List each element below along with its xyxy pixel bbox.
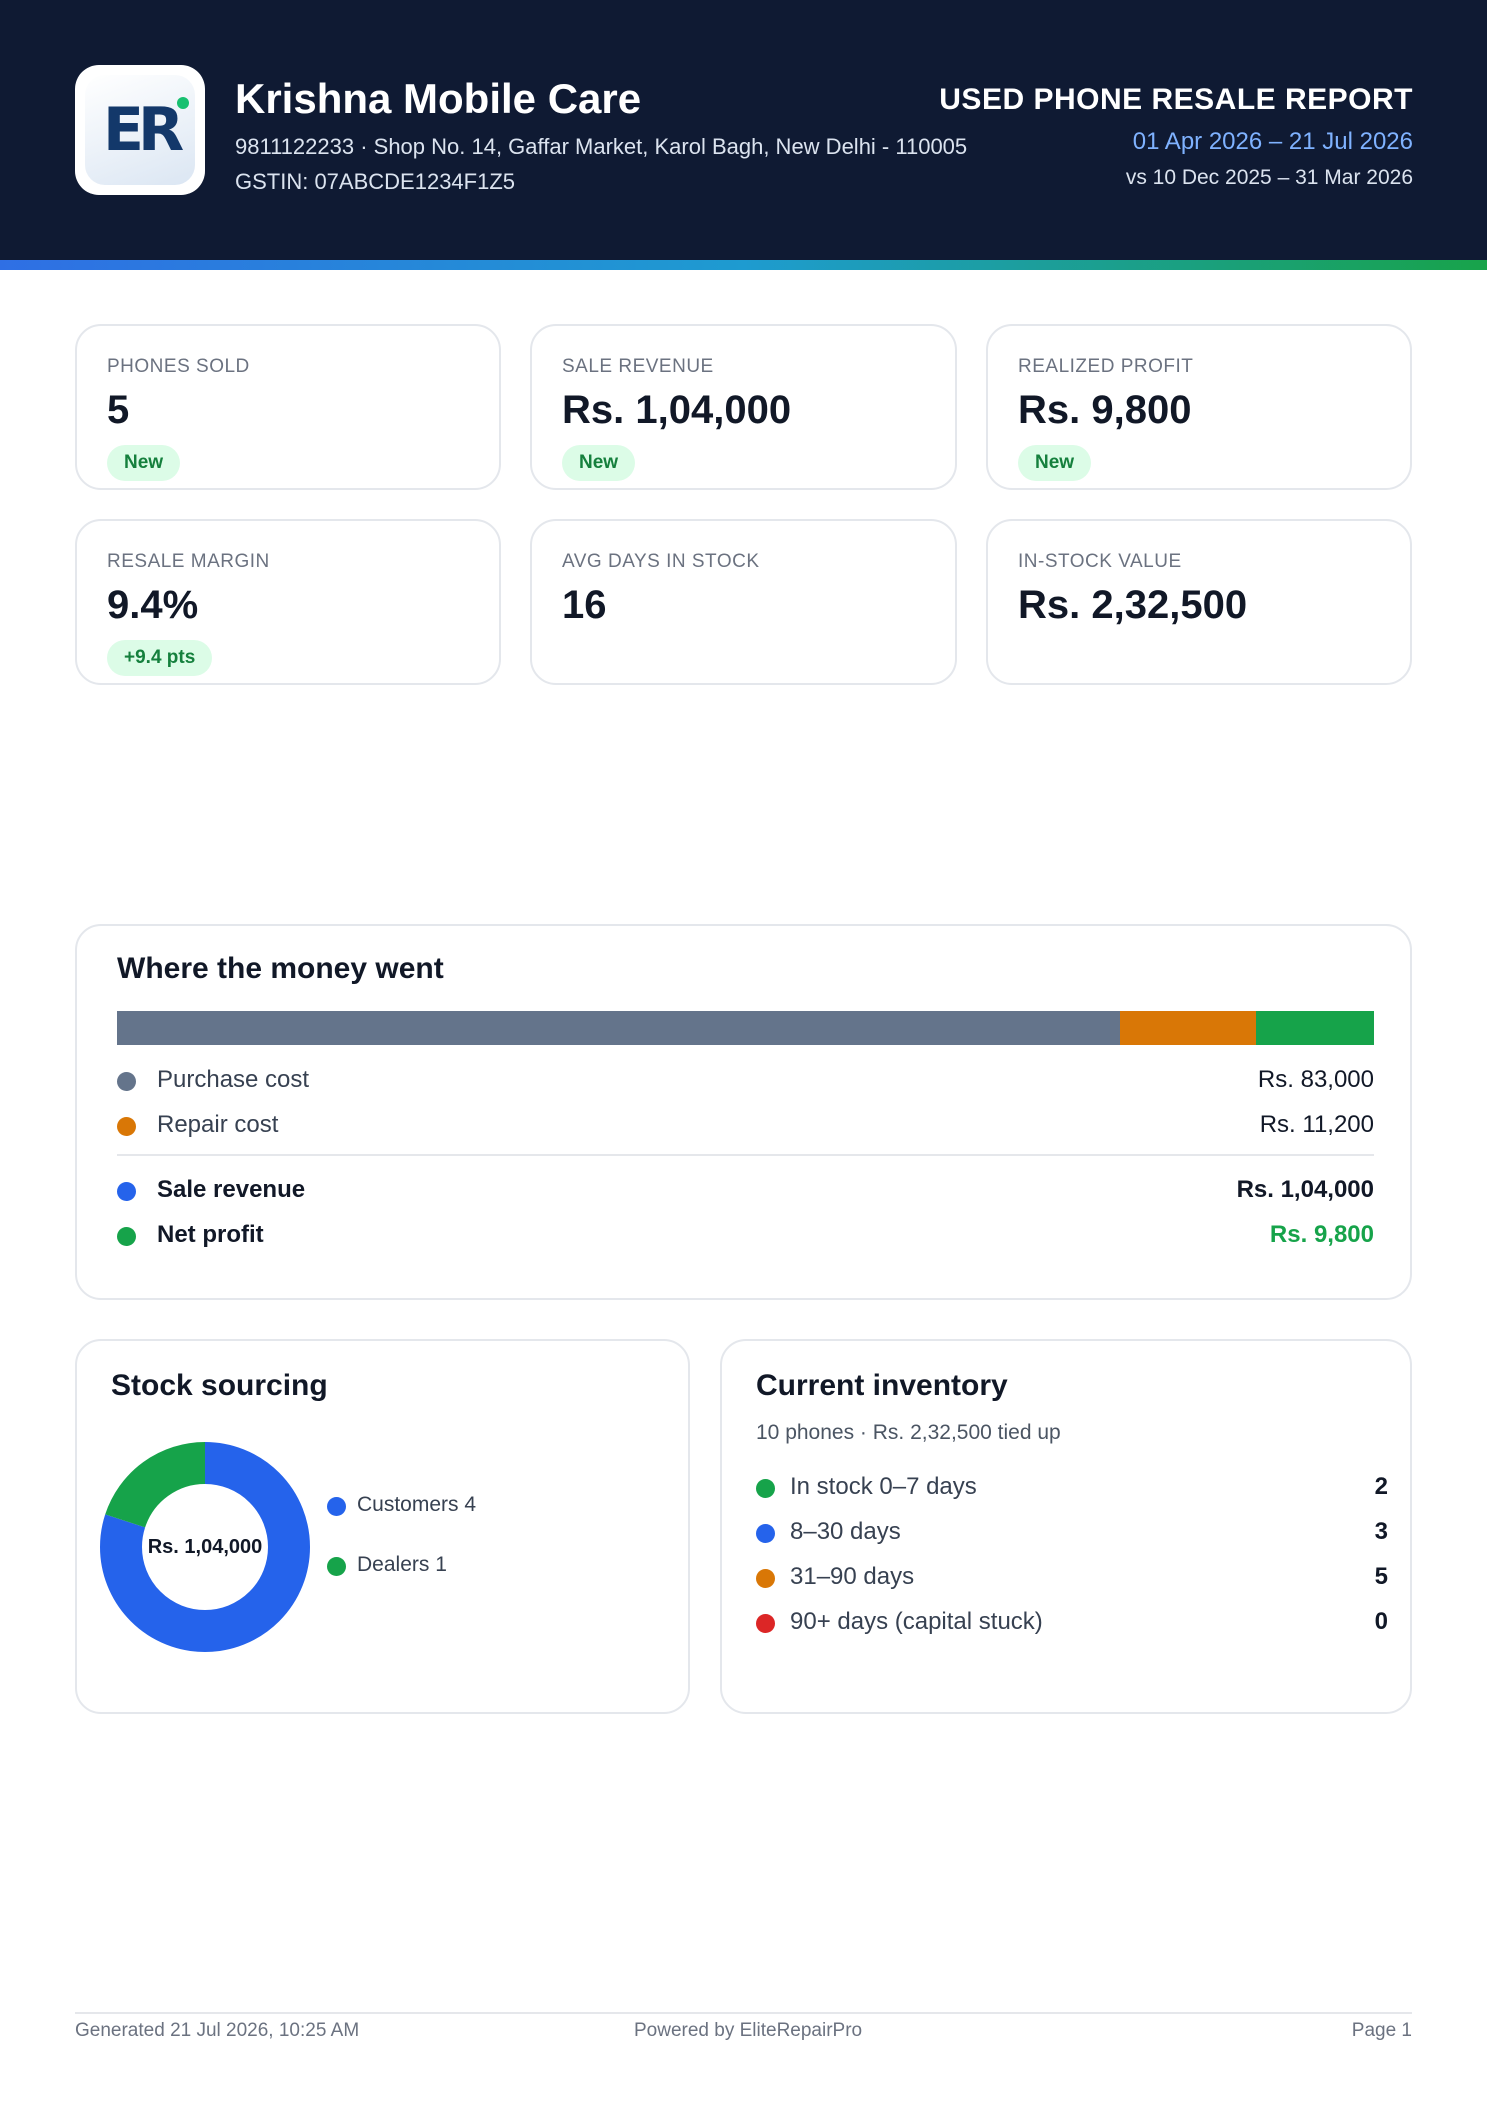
stock-sourcing-card: Stock sourcing Rs. 1,04,000 Customers 4 … [75,1339,690,1714]
stock-sourcing-title: Stock sourcing [111,1369,328,1402]
legend-label: Repair cost [157,1111,279,1138]
header-accent-bar [0,260,1487,270]
money-row-sale-revenue: Sale revenue Rs. 1,04,000 [117,1176,1374,1206]
kpi-value: 5 [107,388,130,432]
inventory-row-90-plus-days: 90+ days (capital stuck) 0 [756,1608,1388,1638]
footer-powered-by: Powered by EliteRepairPro [634,2020,863,2041]
kpi-badge: New [1018,445,1092,481]
legend-dot [327,1557,346,1576]
kpi-label: IN-STOCK VALUE [1018,551,1182,572]
shop-gstin: GSTIN: 07ABCDE1234F1Z5 [235,169,516,194]
inventory-row-0-7-days: In stock 0–7 days 2 [756,1473,1388,1503]
legend-label: Dealers 1 [357,1553,447,1576]
donut-slice-customers [100,1442,310,1652]
inventory-count: 2 [1374,1473,1388,1500]
money-breakdown-title: Where the money went [117,952,444,985]
kpi-card-avg-days-in-stock: AVG DAYS IN STOCK 16 [530,519,957,685]
inventory-label: In stock 0–7 days [790,1473,977,1500]
kpi-card-phones-sold: PHONES SOLD 5 New [75,324,501,490]
money-breakdown-card: Where the money went Purchase cost Rs. 8… [75,924,1412,1300]
legend-value: Rs. 11,200 [1259,1111,1374,1138]
inventory-label: 31–90 days [790,1563,915,1590]
legend-dot [756,1524,775,1543]
legend-value: Rs. 9,800 [1269,1221,1374,1248]
inventory-count: 5 [1374,1563,1388,1590]
legend-dot [117,1182,136,1201]
bar-segment-purchase-cost [117,1011,1121,1045]
legend-dot [756,1569,775,1588]
legend-label: Sale revenue [157,1176,306,1203]
kpi-label: SALE REVENUE [562,356,714,377]
kpi-value: Rs. 1,04,000 [562,388,792,432]
report-compare-range: vs 10 Dec 2025 – 31 Mar 2026 [1125,166,1413,189]
sourcing-donut-chart: Rs. 1,04,000 [100,1442,310,1652]
kpi-label: PHONES SOLD [107,356,250,377]
money-divider [117,1154,1374,1156]
inventory-subtitle: 10 phones · Rs. 2,32,500 tied up [756,1421,1061,1444]
kpi-label: REALIZED PROFIT [1018,356,1194,377]
donut-center-label: Rs. 1,04,000 [147,1536,263,1558]
legend-dot [117,1117,136,1136]
shop-name: Krishna Mobile Care [235,75,642,122]
bar-segment-net-profit [1255,1011,1374,1045]
money-stacked-bar [117,1011,1374,1045]
legend-dot [756,1614,775,1633]
legend-label: Purchase cost [157,1066,310,1093]
report-date-range: 01 Apr 2026 – 21 Jul 2026 [1132,128,1413,155]
current-inventory-card: Current inventory 10 phones · Rs. 2,32,5… [720,1339,1412,1714]
report-title: USED PHONE RESALE REPORT [939,83,1413,116]
kpi-card-in-stock-value: IN-STOCK VALUE Rs. 2,32,500 [986,519,1412,685]
footer-generated: Generated 21 Jul 2026, 10:25 AM [75,2020,360,2041]
kpi-value: 9.4% [107,583,199,627]
kpi-card-realized-profit: REALIZED PROFIT Rs. 9,800 New [986,324,1412,490]
legend-value: Rs. 83,000 [1257,1066,1374,1093]
inventory-row-8-30-days: 8–30 days 3 [756,1518,1388,1548]
money-row-purchase-cost: Purchase cost Rs. 83,000 [117,1066,1374,1096]
kpi-badge: New [107,445,181,481]
inventory-label: 8–30 days [790,1518,901,1545]
kpi-badge: +9.4 pts [107,640,213,676]
kpi-card-sale-revenue: SALE REVENUE Rs. 1,04,000 New [530,324,957,490]
legend-label: Net profit [157,1221,264,1248]
inventory-count: 3 [1374,1518,1388,1545]
legend-dot [327,1497,346,1516]
kpi-value: 16 [562,583,607,627]
legend-value: Rs. 1,04,000 [1236,1176,1374,1203]
kpi-label: RESALE MARGIN [107,551,270,572]
donut-svg [100,1442,310,1652]
inventory-count: 0 [1374,1608,1388,1635]
money-row-net-profit: Net profit Rs. 9,800 [117,1221,1374,1251]
logo-dot [177,97,189,109]
inventory-row-31-90-days: 31–90 days 5 [756,1563,1388,1593]
legend-dot [756,1479,775,1498]
kpi-value: Rs. 2,32,500 [1018,583,1248,627]
shop-contact: 9811122233 · Shop No. 14, Gaffar Market,… [235,134,968,159]
logo-text: ER [103,95,184,165]
legend-dot [117,1072,136,1091]
footer-divider [75,2012,1412,2014]
legend-dot [117,1227,136,1246]
footer-page-number: Page 1 [1351,2020,1412,2041]
kpi-label: AVG DAYS IN STOCK [562,551,760,572]
inventory-label: 90+ days (capital stuck) [790,1608,1043,1635]
current-inventory-title: Current inventory [756,1369,1008,1402]
kpi-card-resale-margin: RESALE MARGIN 9.4% +9.4 pts [75,519,501,685]
shop-logo: ER [75,65,205,195]
bar-segment-repair-cost [1120,1011,1256,1045]
kpi-badge: New [562,445,636,481]
legend-label: Customers 4 [357,1493,477,1516]
kpi-value: Rs. 9,800 [1018,388,1192,432]
report-header: ER Krishna Mobile Care 9811122233 · Shop… [0,0,1487,260]
money-row-repair-cost: Repair cost Rs. 11,200 [117,1111,1374,1141]
